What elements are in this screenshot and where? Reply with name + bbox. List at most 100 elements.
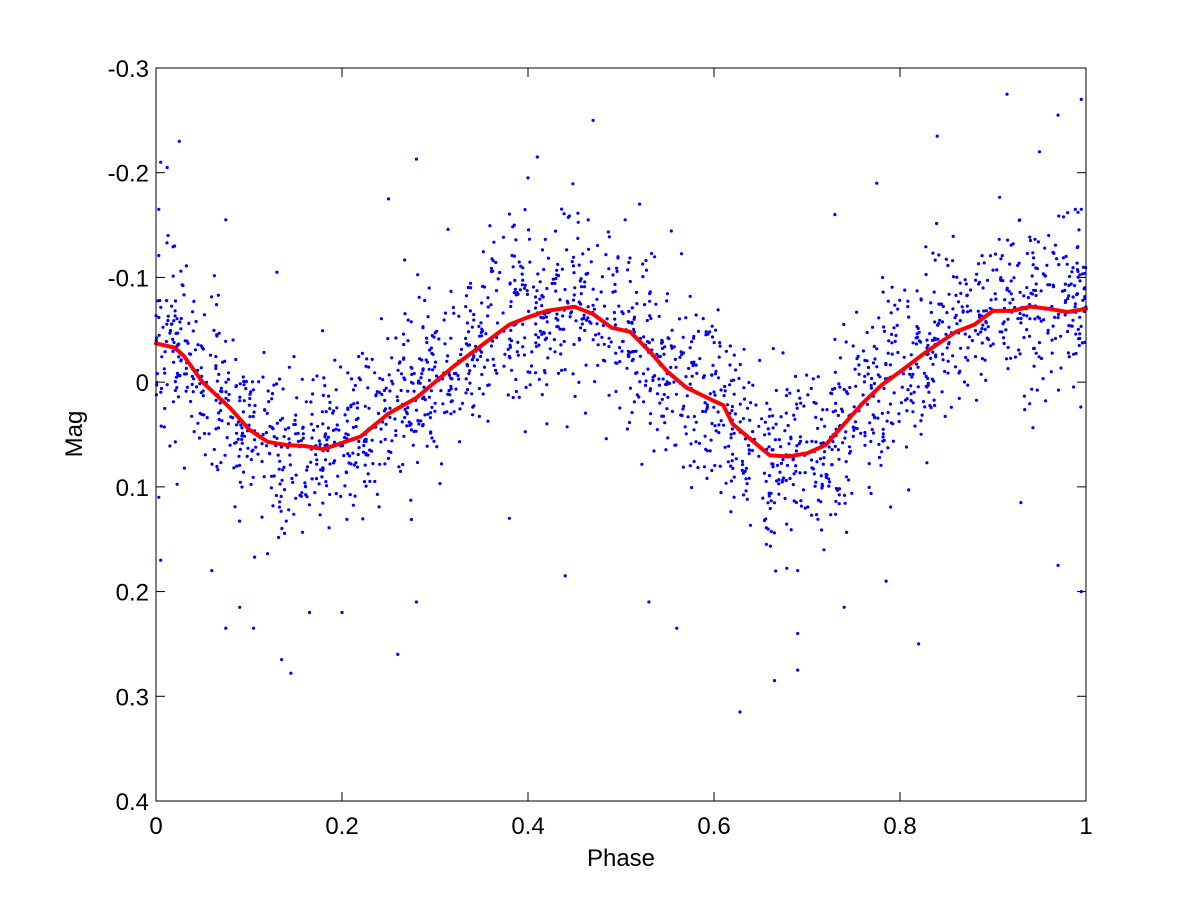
scatter-point bbox=[844, 475, 849, 479]
scatter-point bbox=[681, 351, 686, 355]
scatter-point bbox=[449, 387, 453, 391]
scatter-point bbox=[1068, 274, 1072, 279]
scatter-point bbox=[311, 392, 315, 396]
scatter-point bbox=[397, 465, 401, 469]
scatter-point bbox=[1016, 263, 1020, 268]
scatter-point bbox=[438, 482, 442, 486]
scatter-point bbox=[940, 320, 945, 324]
scatter-point bbox=[827, 484, 831, 488]
scatter-point bbox=[641, 262, 645, 266]
scatter-point bbox=[1075, 261, 1079, 265]
scatter-point bbox=[655, 392, 660, 396]
scatter-point bbox=[688, 294, 692, 298]
scatter-point bbox=[425, 341, 429, 345]
scatter-point bbox=[553, 281, 557, 285]
scatter-point bbox=[190, 414, 194, 418]
scatter-point bbox=[571, 264, 576, 268]
scatter-point bbox=[521, 322, 525, 326]
scatter-point bbox=[1028, 235, 1032, 239]
scatter-point bbox=[1019, 316, 1023, 321]
y-tick-label: 0.4 bbox=[116, 789, 149, 816]
scatter-point bbox=[366, 386, 370, 390]
scatter-point bbox=[771, 414, 775, 418]
scatter-point bbox=[510, 253, 514, 258]
scatter-point bbox=[431, 352, 435, 356]
scatter-point bbox=[763, 433, 767, 437]
scatter-point bbox=[572, 293, 576, 297]
scatter-point bbox=[889, 311, 893, 315]
scatter-point bbox=[851, 344, 855, 348]
scatter-point bbox=[486, 296, 490, 300]
scatter-point bbox=[834, 512, 838, 516]
scatter-point bbox=[373, 479, 377, 484]
scatter-point bbox=[614, 351, 618, 355]
scatter-point bbox=[336, 474, 340, 478]
scatter-point bbox=[690, 340, 694, 344]
scatter-point bbox=[611, 273, 615, 277]
scatter-point bbox=[343, 435, 347, 440]
scatter-point bbox=[251, 388, 255, 392]
scatter-point bbox=[805, 440, 809, 444]
scatter-point bbox=[781, 476, 786, 480]
scatter-point bbox=[1042, 318, 1046, 322]
scatter-point bbox=[830, 448, 834, 452]
scatter-point bbox=[833, 386, 837, 390]
scatter-point bbox=[361, 450, 366, 454]
scatter-point bbox=[1031, 251, 1035, 255]
scatter-point bbox=[717, 355, 721, 359]
scatter-point bbox=[522, 286, 527, 290]
scatter-point bbox=[969, 288, 973, 292]
scatter-point bbox=[165, 383, 169, 387]
scatter-point bbox=[724, 349, 729, 353]
scatter-point bbox=[793, 417, 797, 421]
scatter-point bbox=[344, 470, 348, 474]
scatter-point bbox=[908, 372, 912, 376]
scatter-point bbox=[968, 309, 973, 313]
scatter-point bbox=[159, 558, 163, 562]
scatter-point bbox=[307, 610, 312, 615]
scatter-point bbox=[429, 411, 433, 415]
scatter-point bbox=[162, 367, 166, 371]
scatter-point bbox=[559, 352, 563, 356]
scatter-point bbox=[554, 289, 558, 293]
scatter-point bbox=[742, 386, 746, 390]
scatter-point bbox=[644, 258, 648, 263]
scatter-point bbox=[861, 393, 865, 397]
scatter-point bbox=[1032, 256, 1036, 260]
scatter-point bbox=[266, 389, 270, 393]
scatter-point bbox=[172, 319, 176, 323]
scatter-point bbox=[880, 450, 884, 454]
scatter-point bbox=[390, 356, 394, 360]
scatter-point bbox=[494, 260, 498, 265]
scatter-point bbox=[648, 299, 652, 303]
scatter-point bbox=[188, 352, 192, 356]
scatter-point bbox=[1006, 345, 1010, 350]
scatter-point bbox=[467, 372, 471, 376]
scatter-point bbox=[199, 391, 203, 395]
scatter-point bbox=[366, 472, 370, 476]
scatter-point bbox=[480, 372, 484, 377]
scatter-point bbox=[226, 371, 231, 375]
scatter-point bbox=[361, 517, 365, 521]
scatter-point bbox=[618, 346, 622, 350]
scatter-point bbox=[684, 432, 688, 436]
scatter-point bbox=[732, 475, 736, 479]
scatter-point bbox=[172, 360, 176, 364]
scatter-point bbox=[730, 404, 735, 409]
scatter-point bbox=[556, 262, 560, 266]
scatter-point bbox=[333, 459, 337, 463]
scatter-point bbox=[441, 402, 445, 406]
scatter-point bbox=[991, 342, 995, 346]
scatter-point bbox=[985, 336, 989, 340]
scatter-point bbox=[994, 252, 998, 256]
scatter-point bbox=[479, 354, 483, 358]
scatter-point bbox=[966, 358, 970, 362]
scatter-point bbox=[328, 462, 332, 466]
scatter-point bbox=[678, 355, 682, 359]
scatter-point bbox=[429, 431, 433, 435]
scatter-point bbox=[837, 502, 841, 506]
scatter-point bbox=[821, 408, 825, 412]
scatter-point bbox=[887, 339, 891, 343]
scatter-point bbox=[710, 335, 715, 339]
scatter-point bbox=[1053, 315, 1057, 319]
